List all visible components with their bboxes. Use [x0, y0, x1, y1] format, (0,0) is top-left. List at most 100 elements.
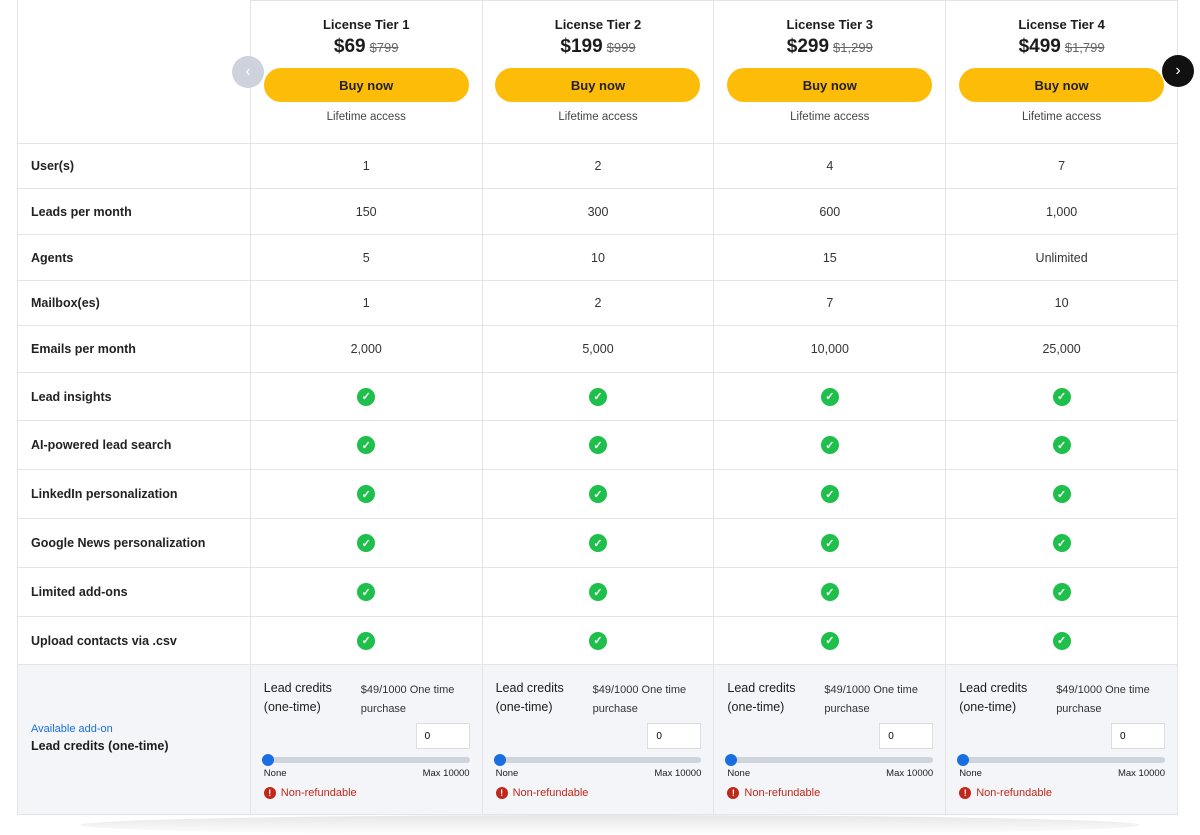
feature-label: Leads per month: [31, 204, 132, 219]
slider-min-label: None: [959, 768, 982, 779]
feature-value: 1,000: [945, 189, 1177, 234]
feature-value: ✓: [713, 568, 945, 616]
non-refundable-warning: ! Non-refundable: [495, 787, 589, 799]
credits-slider[interactable]: [725, 754, 934, 766]
credits-slider[interactable]: [957, 754, 1165, 766]
feature-value: 7: [945, 144, 1177, 188]
check-icon: ✓: [589, 583, 607, 601]
feature-value: 300: [481, 189, 714, 234]
chevron-left-icon: ‹: [245, 63, 251, 80]
feature-value: 2: [481, 281, 714, 325]
current-price: $69: [333, 36, 366, 57]
alert-icon: !: [727, 787, 740, 799]
buy-now-button[interactable]: Buy now: [959, 68, 1165, 102]
prev-button[interactable]: ‹: [232, 56, 264, 88]
feature-value: ✓: [249, 519, 482, 567]
feature-label: Mailbox(es): [31, 296, 100, 310]
feature-value: ✓: [249, 373, 482, 420]
original-price: $1,799: [1064, 40, 1105, 55]
warning-text: Non-refundable: [512, 787, 589, 799]
feature-value: 4: [713, 144, 945, 188]
feature-row: Emails per month 2,000 5,000 10,000 25,000: [18, 325, 1177, 372]
quantity-input[interactable]: [1110, 723, 1165, 749]
feature-value: 150: [249, 189, 482, 234]
feature-value: ✓: [481, 470, 714, 518]
feature-row: User(s) 1 2 4 7: [18, 143, 1177, 188]
check-icon: ✓: [357, 485, 376, 503]
tier-name: License Tier 4: [1018, 17, 1105, 32]
feature-row: Google News personalization ✓ ✓ ✓ ✓: [18, 518, 1177, 567]
feature-row: AI-powered lead search ✓ ✓ ✓ ✓: [18, 420, 1177, 469]
tier-name: License Tier 2: [554, 17, 642, 32]
feature-value: ✓: [713, 470, 945, 518]
feature-label: Limited add-ons: [31, 585, 128, 599]
addon-cell: Lead credits (one-time) $49/1000 One time…: [945, 665, 1177, 814]
next-button[interactable]: ›: [1162, 55, 1194, 87]
check-icon: ✓: [357, 534, 376, 552]
header-spacer: [18, 0, 250, 143]
slider-max-label: Max 10000: [886, 768, 934, 779]
check-icon: ✓: [357, 436, 376, 454]
quantity-input[interactable]: [647, 723, 702, 749]
feature-value: Unlimited: [945, 235, 1177, 280]
feature-value: ✓: [945, 470, 1177, 518]
feature-label: Emails per month: [31, 342, 136, 356]
slider-handle[interactable]: [957, 754, 970, 766]
tier-price: $199 $999: [483, 36, 714, 58]
feature-value: 25,000: [945, 326, 1177, 372]
addon-sub-label: Available add-on: [31, 723, 113, 735]
feature-label: User(s): [31, 159, 75, 173]
non-refundable-warning: ! Non-refundable: [263, 787, 357, 799]
addon-label: Available add-on Lead credits (one-time): [18, 665, 250, 814]
feature-value: ✓: [481, 519, 714, 567]
credits-slider[interactable]: [493, 754, 702, 766]
check-icon: ✓: [1052, 631, 1071, 650]
feature-value: ✓: [713, 617, 945, 664]
pricing-table: License Tier 1 $69 $799 Buy now Lifetime acc…: [17, 0, 1178, 815]
check-icon: ✓: [820, 583, 839, 601]
current-price: $499: [1018, 36, 1061, 57]
feature-row: Agents 5 10 15 Unlimited: [18, 234, 1177, 280]
lifetime-access-note: Lifetime access: [790, 111, 870, 123]
quantity-input[interactable]: [415, 723, 470, 749]
feature-row: Leads per month 150 300 600 1,000: [18, 188, 1177, 234]
slider-handle[interactable]: [725, 754, 738, 766]
slider-handle[interactable]: [261, 754, 274, 766]
feature-value: 1: [249, 144, 482, 188]
table-shadow: [80, 815, 1140, 835]
check-icon: ✓: [1052, 534, 1071, 552]
feature-value: ✓: [481, 421, 714, 469]
feature-value: ✓: [945, 617, 1177, 664]
feature-label: AI-powered lead search: [31, 438, 172, 452]
tier-header: License Tier 1 $69 $799 Buy now Lifetime acc…: [249, 0, 482, 143]
addon-cell: Lead credits (one-time) $49/1000 One time…: [481, 665, 714, 814]
slider-min-label: None: [263, 768, 287, 779]
addon-cell-price: $49/1000 One time purchase: [592, 684, 687, 715]
feature-value: 5,000: [481, 326, 714, 372]
credits-slider[interactable]: [261, 754, 470, 766]
check-icon: ✓: [1052, 583, 1071, 601]
original-price: $799: [369, 40, 399, 55]
slider-handle[interactable]: [493, 754, 506, 766]
lifetime-access-note: Lifetime access: [1021, 111, 1102, 123]
feature-value: ✓: [249, 617, 482, 664]
feature-value: 2,000: [249, 326, 482, 372]
quantity-input[interactable]: [879, 723, 934, 749]
feature-value: 600: [713, 189, 945, 234]
feature-label: LinkedIn personalization: [31, 487, 178, 501]
tier-header: License Tier 2 $199 $999 Buy now Lifetime ac…: [481, 0, 714, 143]
feature-value: 7: [713, 281, 945, 325]
addon-cell: Lead credits (one-time) $49/1000 One time…: [249, 665, 482, 814]
buy-now-button[interactable]: Buy now: [263, 68, 469, 102]
buy-now-button[interactable]: Buy now: [495, 68, 701, 102]
feature-row: Limited add-ons ✓ ✓ ✓ ✓: [18, 567, 1177, 616]
feature-value: 10,000: [713, 326, 945, 372]
tier-name: License Tier 1: [322, 17, 410, 32]
feature-value: 10: [945, 281, 1177, 325]
feature-label: Google News personalization: [31, 536, 206, 550]
feature-value: ✓: [249, 421, 482, 469]
buy-now-button[interactable]: Buy now: [727, 68, 933, 102]
slider-max-label: Max 10000: [654, 768, 702, 779]
chevron-right-icon: ›: [1175, 62, 1181, 79]
check-icon: ✓: [820, 387, 839, 406]
